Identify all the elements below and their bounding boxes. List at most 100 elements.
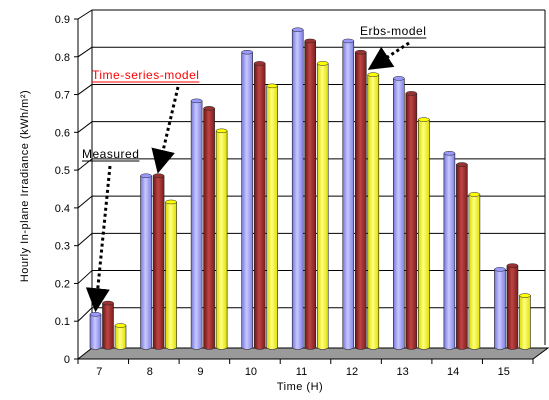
- bar: [342, 38, 355, 350]
- y-tick-label: 0: [64, 354, 70, 366]
- x-tick-label: 7: [96, 366, 102, 378]
- bar: [418, 117, 430, 350]
- bar: [266, 83, 278, 350]
- bar: [456, 162, 468, 350]
- bar-body: [393, 76, 405, 350]
- bar-top: [291, 27, 304, 32]
- bar-top: [140, 173, 152, 179]
- annotation-label: Time-series-model: [92, 68, 199, 82]
- bar: [203, 106, 215, 350]
- bar: [316, 61, 329, 350]
- bar-top: [89, 312, 102, 317]
- bar-body: [519, 293, 531, 350]
- x-axis-ticks: 7 8 9 10 11 12 13 14 15: [77, 359, 534, 378]
- bar: [367, 72, 380, 350]
- bar-top: [519, 293, 531, 298]
- bar: [253, 61, 266, 350]
- y-tick-label: 0.8: [55, 52, 70, 64]
- bar-top: [266, 83, 278, 89]
- bar-top: [443, 151, 456, 156]
- bar: [304, 38, 317, 350]
- y-tick-label: 0.1: [55, 316, 70, 328]
- bar: [494, 267, 506, 350]
- bar-body: [304, 39, 317, 350]
- y-axis-title: Hourly In-plane Irradiance (kWh/m²): [19, 90, 31, 282]
- bar: [393, 76, 405, 350]
- gridline-connector: [77, 195, 93, 209]
- bar-top: [215, 128, 228, 134]
- y-tick-label: 0.5: [55, 165, 70, 177]
- bar: [165, 199, 177, 350]
- bar-body: [443, 151, 456, 350]
- bar: [152, 173, 165, 350]
- x-tick-label: 9: [197, 366, 203, 378]
- x-tick-label: 13: [396, 366, 408, 378]
- bar-body: [291, 27, 304, 350]
- gridline-connector: [77, 46, 93, 58]
- gridline-connector: [77, 9, 93, 20]
- annotation-arrow: [151, 86, 180, 174]
- y-tick-label: 0.6: [55, 127, 70, 139]
- bar: [89, 312, 102, 350]
- bar-top: [494, 267, 506, 272]
- bar: [215, 128, 228, 350]
- bar-body: [241, 50, 253, 350]
- bar: [140, 173, 152, 350]
- bar-top: [418, 117, 430, 122]
- bar-top: [316, 61, 329, 66]
- bar-top: [342, 38, 355, 44]
- x-axis-title: Time (H): [277, 381, 323, 393]
- bar-body: [266, 84, 278, 350]
- y-tick-label: 0.4: [55, 203, 70, 215]
- gridline-connector: [77, 232, 93, 247]
- bar-top: [405, 91, 418, 96]
- bar-top: [152, 173, 165, 179]
- bar-top: [468, 192, 481, 197]
- bar: [241, 49, 253, 350]
- x-tick-label: 8: [147, 366, 153, 378]
- bar-body: [203, 106, 215, 350]
- bar-body: [354, 50, 367, 350]
- bar-top: [355, 49, 367, 55]
- bar-top: [367, 72, 380, 77]
- bar: [405, 91, 418, 350]
- bar-body: [102, 301, 114, 350]
- bar: [291, 27, 304, 350]
- y-axis-ticks: 0 0.1 0.2 0.3 0.4 0.5 0.6 0.7 0.8 0.9: [55, 14, 78, 366]
- gridline-connector: [77, 270, 93, 284]
- bar-body: [456, 162, 468, 350]
- bar-top: [190, 98, 203, 104]
- bar-body: [405, 91, 418, 350]
- x-tick-label: 15: [498, 366, 510, 378]
- bar-top: [241, 49, 253, 55]
- gridline-connector: [77, 121, 93, 133]
- bar-body: [506, 263, 519, 350]
- bar-top: [253, 61, 266, 66]
- bar-body: [494, 267, 506, 350]
- bar-body: [215, 129, 228, 350]
- x-tick-label: 10: [245, 366, 257, 378]
- bar-body: [165, 200, 177, 350]
- bar-top: [506, 263, 519, 268]
- bar: [443, 151, 456, 350]
- y-tick-label: 0.2: [55, 278, 70, 290]
- bar: [468, 192, 481, 350]
- bar: [114, 323, 127, 350]
- bar-body: [316, 61, 329, 350]
- bar-body: [367, 72, 380, 350]
- bar: [519, 293, 531, 350]
- annotation-arrow: [367, 41, 410, 70]
- bar-top: [456, 162, 468, 167]
- bar-top: [203, 106, 215, 111]
- y-tick-label: 0.7: [55, 90, 70, 102]
- bar-top: [393, 76, 405, 81]
- x-tick-label: 11: [296, 366, 307, 378]
- y-tick-label: 0.3: [55, 241, 70, 253]
- annotation-label: Erbs-model: [360, 24, 426, 38]
- bar: [354, 49, 367, 350]
- bar-top: [114, 323, 127, 328]
- bar: [506, 263, 519, 350]
- bar: [190, 98, 203, 350]
- annotations: Measured Time-series-model Erbs-model: [82, 24, 427, 313]
